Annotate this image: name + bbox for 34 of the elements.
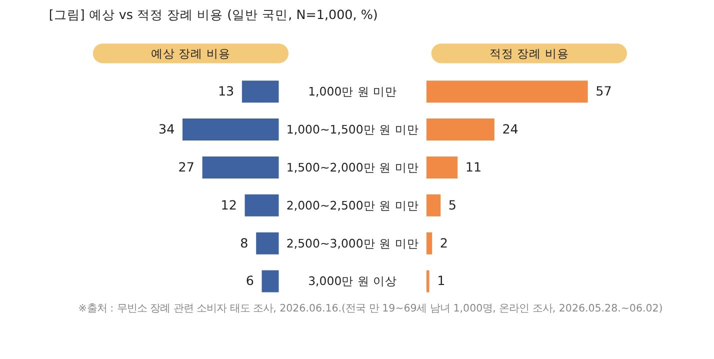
data-label: 13 [218,83,234,98]
bar [202,156,279,178]
data-label: 2 [440,235,448,250]
data-label: 6 [246,273,254,288]
bar [256,232,279,254]
bar [426,232,432,254]
y-tick-label: 1,000~1,500만 원 미만 [286,122,419,136]
y-tick-label: 1,000만 원 미만 [308,84,398,98]
data-label: 12 [220,197,237,212]
data-label: 11 [465,159,482,174]
chart-subtitle: 예상 장례 비용 [151,46,230,60]
data-label: 5 [448,197,457,212]
bar [182,118,279,141]
text: ※출처 : 무빈소 장례 관련 소비자 태도 조사, 2026.06.16.(전국 만 19~69세 남녀 1,000명, 온라인 조사, 2026.05.28.~06.02) [78,302,663,315]
chart-subtitle: 적정 장례 비용 [489,46,569,60]
data-label: 57 [596,83,612,98]
data-label: 8 [240,235,248,250]
y-tick-label: 1,500~2,000만 원 미만 [286,160,419,174]
y-tick-label: 2,000~2,500만 원 미만 [286,198,419,212]
chart-title: [그림] 예상 vs 적정 장례 비용 (일반 국민, N=1,000, %) [48,7,378,22]
data-label: 24 [502,121,518,136]
bar [426,194,441,216]
bar [242,80,279,103]
bar [426,156,458,178]
y-tick-label: 2,500~3,000만 원 미만 [286,236,419,250]
y-tick-label: 3,000만 원 이상 [308,274,398,288]
data-label: 34 [158,121,175,136]
data-label: 27 [178,159,194,174]
bar [262,270,279,292]
bar [426,80,588,103]
bar [426,270,430,292]
bar [244,194,279,216]
bar [426,118,494,141]
data-label: 1 [437,273,446,288]
